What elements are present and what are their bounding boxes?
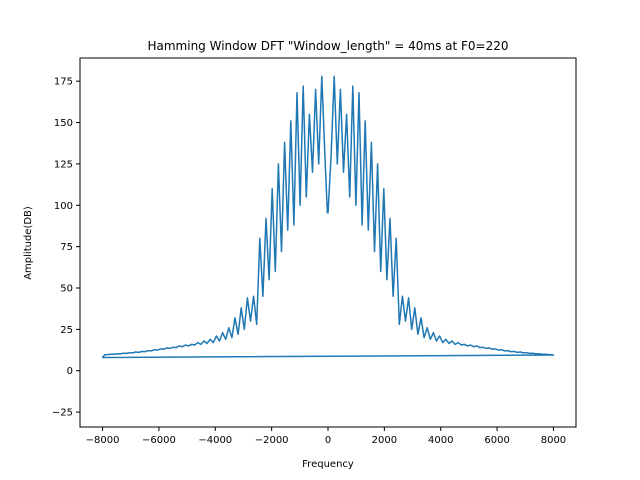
y-tick-label: 25 — [60, 325, 73, 336]
y-tick-label: 0 — [67, 366, 73, 377]
y-tick-label: 175 — [54, 77, 73, 88]
y-tick-label: 50 — [60, 284, 73, 295]
x-tick-label: −4000 — [198, 435, 232, 446]
series-line-0 — [101, 75, 555, 359]
x-tick-label: 0 — [325, 435, 331, 446]
y-tick-label: 75 — [60, 242, 73, 253]
y-axis-label: Amplitude(DB) — [23, 206, 34, 280]
x-tick-label: −2000 — [255, 435, 289, 446]
x-tick-label: 4000 — [428, 435, 453, 446]
chart-title: Hamming Window DFT "Window_length" = 40m… — [147, 39, 508, 53]
x-tick-label: 8000 — [541, 435, 566, 446]
x-tick-label: 6000 — [484, 435, 509, 446]
y-tick-label: 125 — [54, 159, 73, 170]
x-tick-label: −8000 — [86, 435, 120, 446]
x-tick-label: −6000 — [142, 435, 176, 446]
plot-area — [101, 75, 555, 359]
y-tick-label: −25 — [52, 408, 73, 419]
x-tick-label: 2000 — [372, 435, 397, 446]
y-tick-label: 150 — [54, 118, 73, 129]
y-tick-label: 100 — [54, 201, 73, 212]
y-axis: −25 0 25 50 75 100 125 150 175 — [52, 77, 80, 419]
x-axis: −8000 −6000 −4000 −2000 0 2000 4000 6000 8000 — [86, 427, 566, 446]
x-axis-label: Frequency — [302, 459, 354, 470]
